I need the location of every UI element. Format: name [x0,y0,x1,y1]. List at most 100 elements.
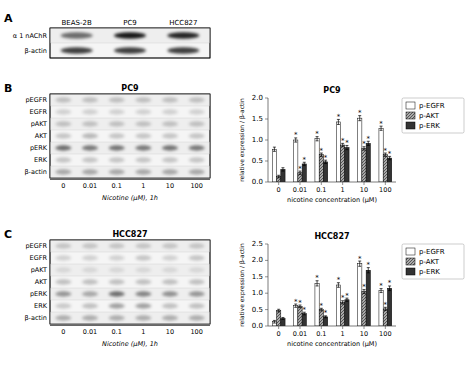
error-cap [380,292,383,293]
error-bar [273,320,276,323]
x-tick-label: 1 [341,330,345,338]
band [135,255,151,260]
error-cap [320,310,323,311]
band [61,47,93,54]
bar-hatch [277,311,281,326]
x-tick-label: 0.01 [293,186,307,194]
row-label: EGFR [30,254,48,262]
x-axis [268,182,396,183]
error-cap [299,174,302,175]
lane-label: 0.01 [83,328,97,336]
panel-letter: C [4,228,12,241]
bar [315,139,319,182]
x-tick-label: 0 [277,186,281,194]
band [55,291,71,296]
bar-hatch [362,292,366,326]
row-background [50,28,210,43]
error-stem [282,317,283,319]
blot-sublabel: Nicotine (μM), 1h [102,194,158,202]
band [189,157,205,162]
significance-star: * [324,154,328,162]
band [162,157,178,162]
bar [341,145,345,182]
significance-star: * [315,130,319,138]
band [55,303,71,308]
error-cap [277,309,280,310]
x-tick-label: 0 [277,330,281,338]
bar [272,149,276,182]
row-separator [50,264,210,265]
error-cap [294,142,297,143]
row-separator [50,130,210,131]
row-separator [50,252,210,253]
panel-letter: A [4,12,13,25]
band [82,267,98,272]
significance-star: * [384,301,388,309]
error-cap [367,145,370,146]
lane-label: 0 [61,328,65,336]
band [135,109,151,114]
error-bar [277,309,280,312]
band [135,279,151,284]
band [82,315,98,320]
significance-star: * [388,150,392,158]
error-cap [273,323,276,324]
row-background [50,264,210,276]
y-tick-label: 1.0 [252,289,263,297]
bar [345,300,349,326]
band [82,109,98,114]
y-tick-label: 2.0 [252,94,263,102]
bar [323,162,327,182]
band [55,121,71,126]
error-cap [345,149,348,150]
error-bar [277,175,280,178]
bar-hatch [362,148,366,182]
y-tick-label: 2.0 [252,256,263,264]
bar [383,155,387,182]
band [162,109,178,114]
error-stem [274,320,275,323]
significance-star: * [337,276,341,284]
band [55,97,71,102]
band [55,157,71,162]
y-tick [265,326,268,327]
legend-frame [402,244,464,279]
y-axis-label: relative expression / β-actin [238,243,246,327]
band [189,145,205,150]
blot-frame [50,94,210,178]
error-stem [274,147,275,151]
bar [366,143,370,182]
band [82,279,98,284]
bar [315,283,319,326]
x-tick-label: 0.1 [316,186,326,194]
bar [362,292,366,326]
band [109,315,125,320]
band [135,315,151,320]
band [135,157,151,162]
row-background [50,312,210,324]
x-tick [342,182,343,185]
band [135,243,151,248]
bar [383,309,387,326]
lane-label: HCC827 [169,19,197,27]
error-cap [388,159,391,160]
band [55,243,71,248]
lane-label: PC9 [123,19,137,27]
error-cap [281,171,284,172]
bar [294,140,298,182]
bar [323,317,327,326]
bar-chart: 0.00.51.01.52.0***************00.010.111… [238,86,464,204]
band [82,243,98,248]
bar [379,128,383,182]
lane-label: 10 [166,182,174,190]
band [135,303,151,308]
error-cap [363,150,366,151]
row-separator [50,106,210,107]
legend-label: p-ERK [419,268,440,276]
bar [336,122,340,182]
row-background [50,166,210,178]
row-background [50,118,210,130]
error-cap [324,317,327,318]
panel-letter: B [4,82,12,95]
error-cap [303,165,306,166]
